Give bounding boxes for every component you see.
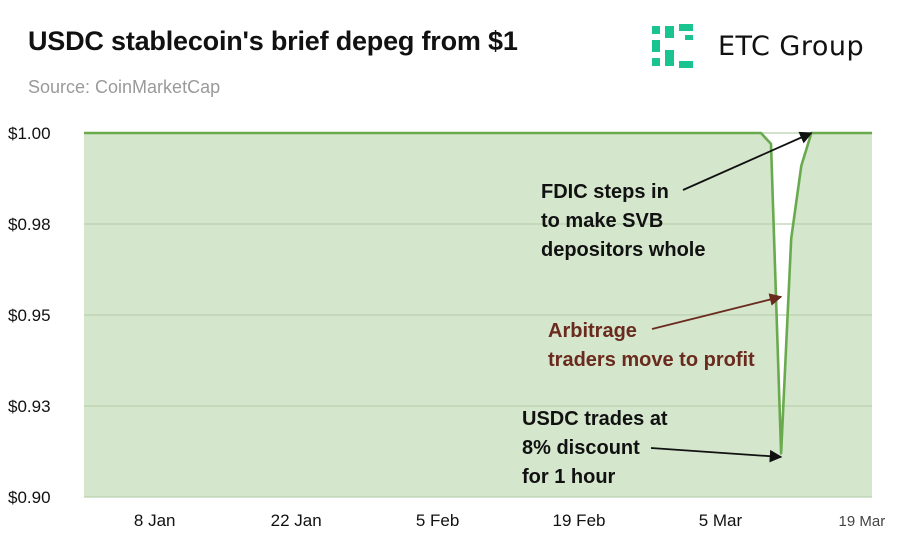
chart-source: Source: CoinMarketCap <box>28 77 221 97</box>
x-tick-label: 22 Jan <box>271 511 322 530</box>
x-tick-label: 8 Jan <box>134 511 176 530</box>
brand-name: ETC Group <box>718 30 865 62</box>
annotation-arrow <box>651 293 783 330</box>
y-tick-label: $0.95 <box>8 306 51 325</box>
y-tick-label: $0.90 <box>8 488 51 507</box>
annotation-text: 8% discount <box>522 437 640 459</box>
chart-title: USDC stablecoin's brief depeg from $1 <box>28 26 518 56</box>
y-tick-label: $0.93 <box>8 397 51 416</box>
annotation-text: for 1 hour <box>522 466 616 488</box>
annotation: Arbitrage traders move to profit <box>548 293 783 371</box>
brand-logo: ETC Group <box>652 22 864 70</box>
annotation-text: depositors whole <box>541 239 705 261</box>
annotation-arrow <box>682 131 813 191</box>
annotation-text: Arbitrage <box>548 320 637 342</box>
annotation: USDC trades at 8% discount for 1 hour <box>522 408 783 488</box>
y-tick-label: $0.98 <box>8 215 51 234</box>
annotation-text: USDC trades at <box>522 408 668 430</box>
etc-group-logo-icon <box>652 24 693 68</box>
annotation-text: FDIC steps in <box>541 181 669 203</box>
x-tick-label: 19 Mar <box>839 513 886 530</box>
x-tick-label: 19 Feb <box>553 511 606 530</box>
annotation-text: to make SVB <box>541 210 663 232</box>
price-line <box>84 131 872 455</box>
annotation-arrow <box>650 447 783 463</box>
x-tick-label: 5 Mar <box>699 511 743 530</box>
annotation: FDIC steps in to make SVB depositors whole <box>541 131 813 261</box>
y-tick-label: $1.00 <box>8 124 51 143</box>
x-tick-label: 5 Feb <box>416 511 459 530</box>
annotation-text: traders move to profit <box>548 349 755 371</box>
